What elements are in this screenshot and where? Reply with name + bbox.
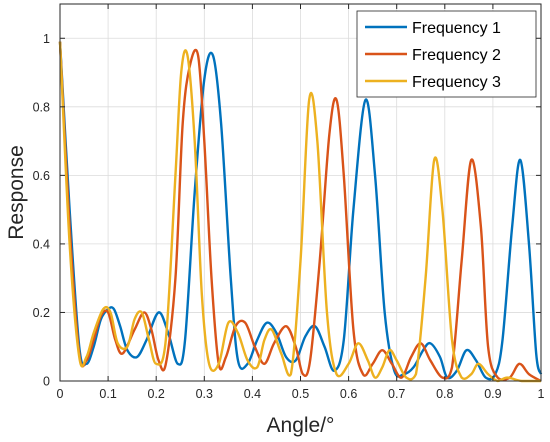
x-tick-labels: 0 0.1 0.2 0.3 0.4 0.5 0.6 0.7 0.8 0.9 1 <box>57 387 545 401</box>
x-tick-label: 0.8 <box>436 387 453 401</box>
x-tick-label: 0.6 <box>340 387 357 401</box>
legend-label: Frequency 3 <box>412 74 501 91</box>
legend-label: Frequency 2 <box>412 47 501 64</box>
x-tick-label: 0.3 <box>196 387 213 401</box>
y-tick-label: 0 <box>43 375 50 389</box>
y-tick-labels: 0 0.2 0.4 0.6 0.8 1 <box>33 32 50 389</box>
x-tick-label: 0.5 <box>292 387 309 401</box>
y-tick-label: 0.4 <box>33 237 50 251</box>
axis-ticks <box>59 4 542 382</box>
x-tick-label: 0.4 <box>244 387 261 401</box>
series-lines <box>58 41 543 383</box>
y-tick-label: 0.6 <box>33 169 50 183</box>
x-tick-label: 0.2 <box>148 387 165 401</box>
x-tick-label: 0.1 <box>99 387 116 401</box>
y-tick-label: 0.2 <box>33 306 50 320</box>
legend: Frequency 1 Frequency 2 Frequency 3 <box>356 10 537 98</box>
x-tick-label: 0.7 <box>388 387 405 401</box>
series-line-3 <box>58 41 541 383</box>
x-tick-label: 0 <box>57 387 64 401</box>
x-tick-label: 0.9 <box>484 387 501 401</box>
series-line-2 <box>58 41 542 383</box>
series-line-1 <box>58 41 543 381</box>
legend-label: Frequency 1 <box>412 20 501 37</box>
y-tick-label: 1 <box>43 32 50 46</box>
y-tick-label: 0.8 <box>33 100 50 114</box>
x-axis-label: Angle/° <box>267 414 335 437</box>
y-axis-label: Response <box>5 145 28 240</box>
x-tick-label: 1 <box>538 387 545 401</box>
